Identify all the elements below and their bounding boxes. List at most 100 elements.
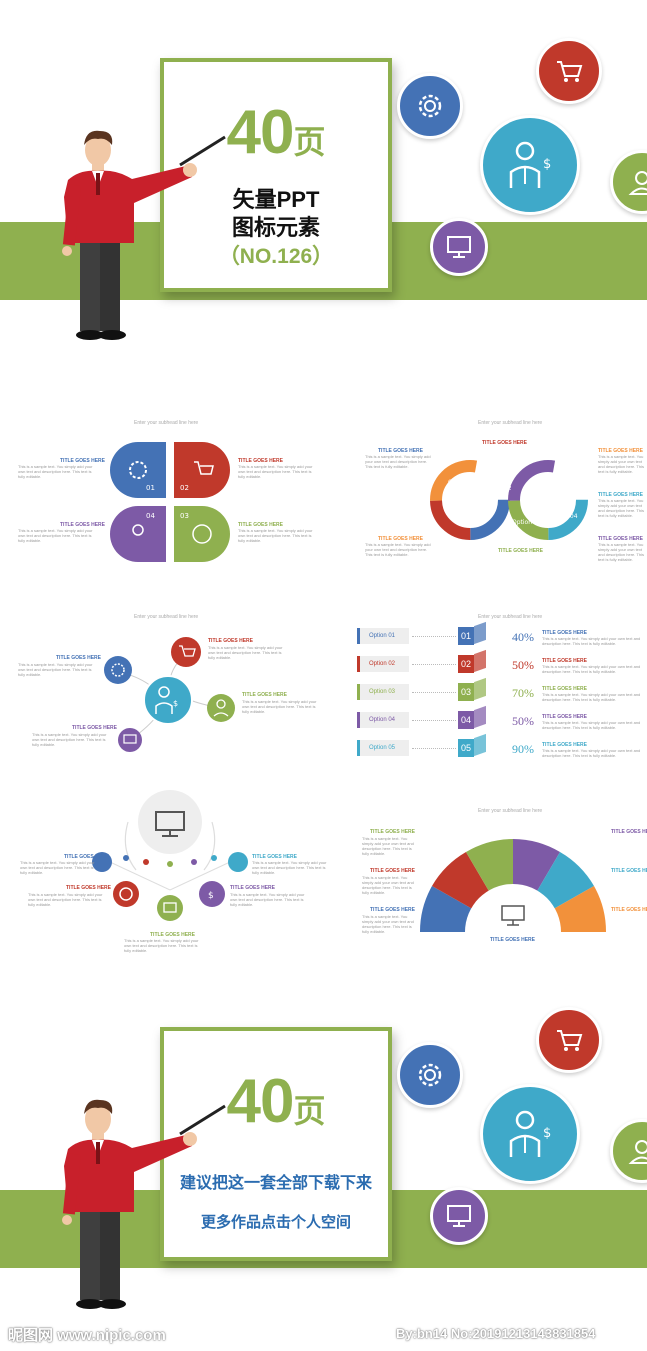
option-connector xyxy=(412,720,456,721)
slide6-title-1: TITLE GOES HERE xyxy=(370,829,416,835)
slide6-title-3: TITLE GOES HERE xyxy=(370,907,416,913)
svg-text:$: $ xyxy=(173,699,178,708)
slide3-desc-2: This is a sample text. You simply add yo… xyxy=(18,662,93,677)
cover-title-line1: 矢量PPT xyxy=(232,187,320,212)
slide2-infinity-diagram: Option 01 Option 02 Option 03 Option 04 xyxy=(430,460,588,540)
gear-icon xyxy=(397,73,463,139)
svg-text:$: $ xyxy=(208,891,214,901)
option-percent: 50% xyxy=(512,658,534,672)
cover-page-count: 40页 xyxy=(226,98,326,167)
presenter-illustration xyxy=(62,130,226,340)
slide2-subhead: Enter your subhead line here xyxy=(478,420,543,426)
slide5-hub-diagram: $ xyxy=(92,790,248,921)
slide1-title-br: TITLE GOES HERE xyxy=(238,522,284,528)
option-percent: 50% xyxy=(512,714,534,728)
option-percent: 90% xyxy=(512,742,534,756)
user-icon xyxy=(610,1119,647,1183)
slide6-title-center: TITLE GOES HERE xyxy=(490,937,536,943)
slide2-title-top: TITLE GOES HERE xyxy=(482,440,528,446)
slide2-desc-l1: This is a sample text. You simply add yo… xyxy=(365,454,431,469)
slide2-desc-r2: This is a sample text. You simply add yo… xyxy=(598,498,644,518)
outro-line2: 更多作品点击个人空间 xyxy=(200,1214,351,1231)
slide5-desc-5: This is a sample text. You simply add yo… xyxy=(124,938,199,953)
businessman-dollar-icon: $ xyxy=(480,115,580,215)
option-number: 03 xyxy=(458,683,474,701)
slide2-title-l1: TITLE GOES HERE xyxy=(378,448,424,454)
slide3-desc-1: This is a sample text. You simply add yo… xyxy=(208,645,283,660)
ring-label-1: Option 01 xyxy=(448,479,478,486)
option-title: TITLE GOES HERE xyxy=(542,742,588,748)
svg-text:$: $ xyxy=(543,1126,551,1141)
slide3-desc-4: This is a sample text. You simply add yo… xyxy=(32,732,107,747)
option-desc: This is a sample text. You simply add yo… xyxy=(542,692,641,702)
svg-text:02: 02 xyxy=(180,484,189,492)
ring-label-2: Option 02 xyxy=(482,485,512,492)
option-desc: This is a sample text. You simply add yo… xyxy=(542,664,641,674)
slide3-desc-3: This is a sample text. You simply add yo… xyxy=(242,699,317,714)
option-desc: This is a sample text. You simply add yo… xyxy=(542,720,641,730)
option-connector xyxy=(412,748,456,749)
slide2-title-r2: TITLE GOES HERE xyxy=(598,492,644,498)
slide2-title-r1: TITLE GOES HERE xyxy=(598,448,644,454)
slide5-title-5: TITLE GOES HERE xyxy=(150,932,196,938)
shopping-cart-icon xyxy=(536,1007,602,1073)
option-title: TITLE GOES HERE xyxy=(542,686,588,692)
monitor-icon xyxy=(430,1187,488,1245)
option-label: Option 02 xyxy=(357,656,409,672)
slide3-title-4: TITLE GOES HERE xyxy=(72,725,118,731)
slide5-title-1: TITLE GOES HERE xyxy=(64,854,110,860)
slide6-subhead: Enter your subhead line here xyxy=(478,808,543,814)
slide6-desc-1: This is a sample text. You simply add yo… xyxy=(362,836,414,856)
slide5-desc-2: This is a sample text. You simply add yo… xyxy=(252,860,327,875)
option-label: Option 05 xyxy=(357,740,409,756)
slide6-title-5: TITLE GOES HERE xyxy=(611,868,647,874)
slide2-desc-r1: This is a sample text. You simply add yo… xyxy=(598,454,644,474)
option-title: TITLE GOES HERE xyxy=(542,630,588,636)
slide2-desc-r3: This is a sample text. You simply add yo… xyxy=(598,542,644,562)
slide1-title-bl: TITLE GOES HERE xyxy=(60,522,106,528)
slide1-desc-br: This is a sample text. You simply add yo… xyxy=(238,528,313,543)
gear-icon xyxy=(397,1042,463,1108)
slide2-title-r3: TITLE GOES HERE xyxy=(598,536,644,542)
watermark-site: 昵图网 www.nipic.com xyxy=(8,1327,166,1344)
slide6-title-4: TITLE GOES HERE xyxy=(611,829,647,835)
outro-page-count: 40页 xyxy=(226,1067,326,1136)
slide3-title-1: TITLE GOES HERE xyxy=(208,638,254,644)
slide1-desc-tl: This is a sample text. You simply add yo… xyxy=(18,464,93,479)
user-icon xyxy=(610,150,647,214)
option-number: 02 xyxy=(458,655,474,673)
option-cube-side xyxy=(474,677,486,701)
slide1-title-tr: TITLE GOES HERE xyxy=(238,458,284,464)
cover-title-line2: 图标元素 xyxy=(231,215,320,240)
option-cube-side xyxy=(474,705,486,729)
option-label: Option 04 xyxy=(357,712,409,728)
option-number: 01 xyxy=(458,627,474,645)
option-cube-side xyxy=(474,733,486,757)
slide5-desc-1: This is a sample text. You simply add yo… xyxy=(20,860,95,875)
svg-text:01: 01 xyxy=(146,484,155,492)
slide1-desc-tr: This is a sample text. You simply add yo… xyxy=(238,464,313,479)
option-connector xyxy=(412,692,456,693)
slide2-title-bottom: TITLE GOES HERE xyxy=(498,548,544,554)
option-percent: 70% xyxy=(512,686,534,700)
option-cube-side xyxy=(474,621,486,645)
svg-text:03: 03 xyxy=(180,512,189,520)
option-cube-side xyxy=(474,649,486,673)
presenter-illustration-outro xyxy=(62,1099,226,1309)
slide1-desc-bl: This is a sample text. You simply add yo… xyxy=(18,528,93,543)
shopping-cart-icon xyxy=(536,38,602,104)
slide2-desc-l2: This is a sample text. You simply add yo… xyxy=(365,542,431,557)
ring-label-4: Option 04 xyxy=(548,513,578,520)
ring-label-3: Option 03 xyxy=(512,519,542,526)
option-connector xyxy=(412,664,456,665)
option-number: 04 xyxy=(458,711,474,729)
monitor-icon xyxy=(430,218,488,276)
option-title: TITLE GOES HERE xyxy=(542,714,588,720)
svg-text:04: 04 xyxy=(146,512,155,520)
watermark-id: By:bn14 No:20191213143831854 xyxy=(396,1326,596,1341)
slide5-title-2: TITLE GOES HERE xyxy=(252,854,298,860)
option-label: Option 01 xyxy=(357,628,409,644)
slide6-desc-2: This is a sample text. You simply add yo… xyxy=(362,875,414,895)
slide3-title-3: TITLE GOES HERE xyxy=(242,692,288,698)
option-connector xyxy=(412,636,456,637)
